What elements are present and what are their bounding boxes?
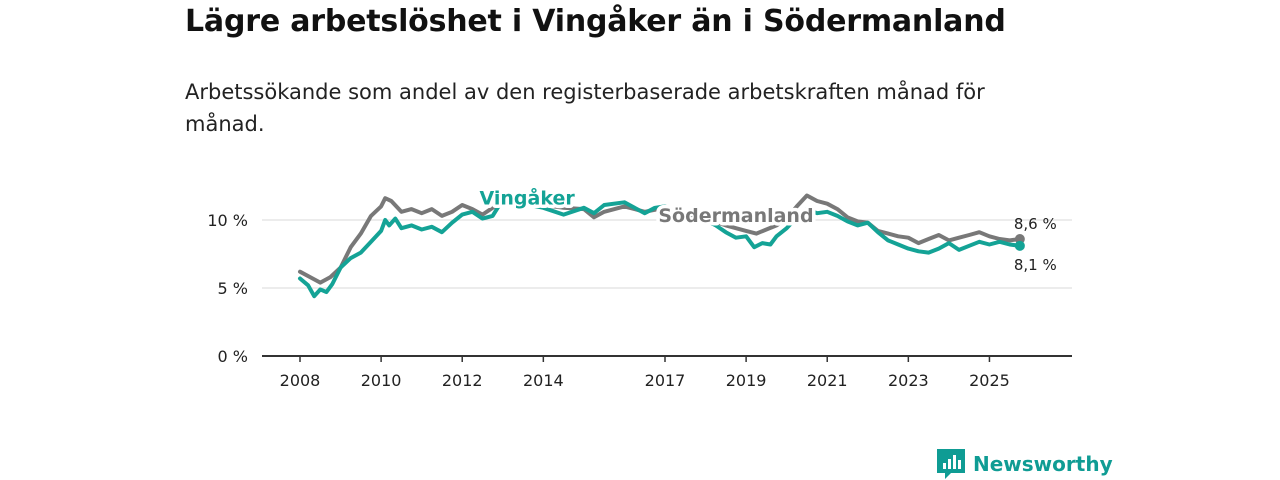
x-tick-label: 2019: [726, 371, 767, 390]
chart-subtitle: Arbetssökande som andel av den registerb…: [185, 80, 985, 136]
series-name-label-vingaker: Vingåker: [480, 185, 576, 209]
series-name-label-sodermanland: Södermanland: [658, 205, 813, 227]
x-tick-label: 2014: [523, 371, 564, 390]
brand-name: Newsworthy: [973, 452, 1113, 476]
chart-title: Lägre arbetslöshet i Vingåker än i Söder…: [185, 4, 1006, 39]
end-point-vingaker: [1014, 240, 1025, 251]
end-value-label-vingaker: 8,1 %: [1014, 256, 1057, 274]
end-value-label-sodermanland: 8,6 %: [1014, 215, 1057, 233]
y-tick-label: 5 %: [218, 279, 248, 298]
x-tick-label: 2017: [645, 371, 686, 390]
y-tick-label: 0 %: [218, 347, 248, 366]
x-tick-label: 2008: [280, 371, 321, 390]
newsworthy-logo-icon: [937, 449, 965, 479]
x-tick-label: 2021: [807, 371, 848, 390]
line-chart: 0 % 5 % 10 % 2008 2010 2012 2014 2017 2019 2021 20…: [207, 182, 1072, 390]
axes: 0 % 5 % 10 % 2008 2010 2012 2014 2017 2019 2021 20…: [207, 211, 1072, 390]
series-lines: [298, 193, 1025, 299]
y-tick-label: 10 %: [207, 211, 248, 230]
series-labels: 8,6 % 8,1 % Vingåker Södermanland: [476, 182, 1057, 274]
series-line-vingaker: [298, 197, 1022, 299]
newsworthy-brand: Newsworthy: [937, 449, 1113, 479]
x-tick-label: 2025: [969, 371, 1010, 390]
x-tick-label: 2010: [361, 371, 402, 390]
x-tick-label: 2023: [888, 371, 929, 390]
x-tick-label: 2012: [442, 371, 483, 390]
